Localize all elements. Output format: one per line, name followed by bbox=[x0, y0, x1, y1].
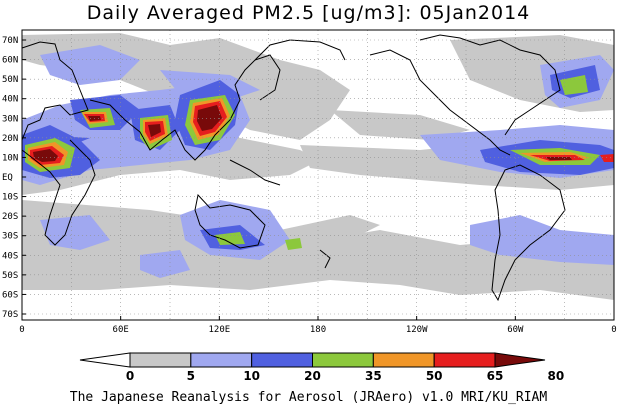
lon-tick-label: 120E bbox=[208, 325, 230, 335]
lon-tick-label: 0 bbox=[611, 325, 616, 335]
lat-tick-label: 70S bbox=[2, 310, 18, 320]
map-panel bbox=[21, 29, 615, 321]
lon-tick-label: 180 bbox=[310, 325, 326, 335]
colorbar-label: 0 bbox=[126, 369, 134, 383]
footer-credit: The Japanese Reanalysis for Aerosol (JRA… bbox=[69, 390, 548, 405]
colorbar-label: 10 bbox=[243, 369, 260, 383]
lat-tick-label: 40S bbox=[2, 251, 18, 261]
lat-tick-label: 40N bbox=[2, 95, 18, 105]
colorbar-segment bbox=[79, 352, 131, 368]
lat-tick-label: 20S bbox=[2, 212, 18, 222]
colorbar-label: 50 bbox=[426, 369, 443, 383]
lat-tick-label: EQ bbox=[2, 173, 13, 183]
graticule bbox=[22, 30, 614, 320]
lat-tick-label: 60N bbox=[2, 56, 18, 66]
latitude-axis: 70N 60N 50N 40N 30N 20N 10N EQ 10S 20S 30S 40S 50S 60… bbox=[2, 36, 26, 320]
lat-tick-label: 70N bbox=[2, 36, 18, 46]
lon-tick-label: 120W bbox=[406, 325, 428, 335]
colorbar-label: 35 bbox=[365, 369, 382, 383]
colorbar-segment bbox=[312, 352, 374, 368]
colorbar-label: 20 bbox=[304, 369, 321, 383]
colorbar-segment bbox=[129, 352, 192, 368]
lon-tick-label: 60E bbox=[113, 325, 129, 335]
lat-tick-label: 10S bbox=[2, 193, 18, 203]
lat-tick-label: 30S bbox=[2, 232, 18, 242]
lat-tick-label: 60S bbox=[2, 290, 18, 300]
colorbar-label: 65 bbox=[487, 369, 504, 383]
colorbar-segment bbox=[372, 352, 435, 368]
longitude-axis: 0 60E 120E 180 120W 60W 0 bbox=[19, 316, 617, 335]
lat-tick-label: 10N bbox=[2, 153, 18, 163]
lat-tick-label: 50N bbox=[2, 75, 18, 85]
colorbar-segment bbox=[433, 352, 496, 368]
lat-tick-label: 50S bbox=[2, 271, 18, 281]
colorbar-segment bbox=[190, 352, 253, 368]
colorbar-segment bbox=[251, 352, 314, 368]
lon-tick-label: 0 bbox=[19, 325, 24, 335]
colorbar-label: 80 bbox=[547, 369, 564, 383]
map-title: Daily Averaged PM2.5 [ug/m3]: 05Jan2014 bbox=[86, 2, 531, 24]
lat-tick-label: 20N bbox=[2, 134, 18, 144]
colorbar-segment bbox=[494, 352, 546, 368]
lon-tick-label: 60W bbox=[507, 325, 524, 335]
coastlines bbox=[21, 34, 566, 302]
colorbar-label: 5 bbox=[187, 369, 195, 383]
lat-tick-label: 30N bbox=[2, 114, 18, 124]
colorbar: 0 5 10 20 35 50 65 80 bbox=[79, 352, 564, 383]
